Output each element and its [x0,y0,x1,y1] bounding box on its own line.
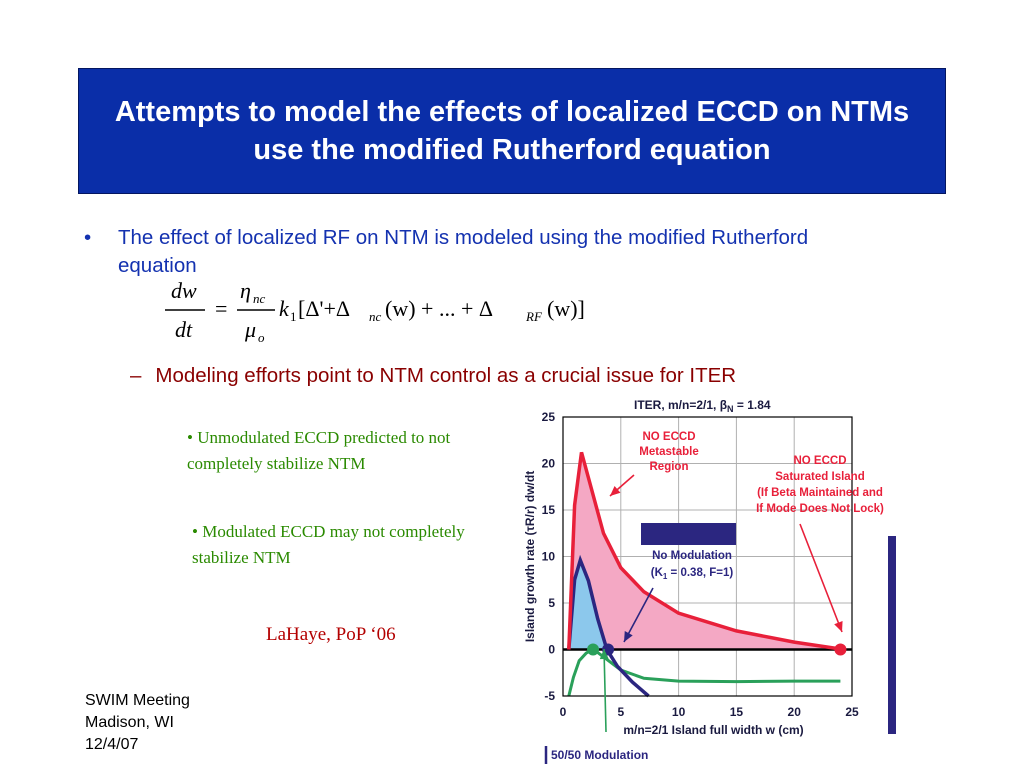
footer-meeting: SWIM Meeting [85,692,190,709]
vertical-bar [888,536,896,734]
arrow-no-modulation-head [624,631,633,642]
annotation-k-subscript: 1 [663,572,668,581]
x-tick-label: 15 [730,705,744,719]
sub-bullet-marker: – [130,364,142,387]
note-unmodulated: • Unmodulated ECCD predicted to not comp… [187,428,451,473]
slide-title: Attempts to model the effects of localiz… [114,96,910,166]
footer-location: Madison, WI [85,714,174,731]
y-tick-label: 25 [542,410,556,424]
point-marker [587,643,600,656]
bullet-text: The effect of localized RF on NTM is mod… [118,226,809,277]
point-marker [834,643,847,656]
eq-body-c: (w)] [547,296,585,321]
y-tick-label: 5 [548,596,555,610]
y-tick-label: 20 [542,457,556,471]
no-eccd-fill [568,452,841,650]
annotation-50-50-modulation: 50/50 Modulation [551,748,648,762]
x-tick-label: 25 [845,705,859,719]
eq-body-a: [Δ'+Δ [298,296,350,321]
no-modulation-fill [568,560,607,650]
no-modulation-label-block [641,523,736,545]
x-tick-label: 0 [560,705,567,719]
chart-title-tail: = 1.84 [734,398,771,412]
x-tick-label: 10 [672,705,686,719]
plot-frame [562,416,853,697]
annotation-metastable-line: NO ECCD [642,431,695,443]
series-line-no-eccd [567,451,841,651]
sub-bullet-text: Modeling efforts point to NTM control as… [155,364,737,387]
y-tick-label: -5 [544,689,555,703]
eq-mu: μ [244,317,256,342]
x-axis-label: m/n=2/1 Island full width w (cm) [623,723,803,737]
eq-body-b: (w) + ... + Δ [385,296,493,321]
footer: SWIM Meeting Madison, WI 12/4/07 [85,690,190,756]
bullet-marker: • [84,226,92,249]
arrow-saturated [799,523,843,633]
chart-title: ITER, m/n=2/1, βN = 1.84 [634,398,771,414]
annotation-saturated-line: (If Beta Maintained and [757,487,883,499]
eq-lhs-numerator: dw [171,278,197,303]
eq-equals: = [215,296,227,321]
eq-k: k [279,296,290,321]
island-growth-chart: 0 5 10 15 20 25 -5 0 5 10 15 20 25 ITER, m/n=2/1, βN … [523,398,884,764]
chart-title-subscript: N [727,404,734,414]
annotation-no-modulation-params: (K1 = 0.38, F=1) [651,567,734,581]
eq-k-sub: 1 [290,309,297,324]
arrow-no-modulation [623,587,654,643]
arrow-50-50-modulation-head [599,649,609,660]
footer-date: 12/4/07 [85,736,139,753]
arrow-metastable-head [610,486,621,496]
rutherford-equation: dw dt = η nc μ o k 1 [Δ'+Δ nc (w) + ... … [165,278,585,345]
annotation-metastable-line: Metastable [639,446,698,458]
x-tick-label: 20 [788,705,802,719]
annotation-saturated-line: If Mode Does Not Lock) [756,503,884,515]
eq-mu-sub: o [258,330,265,345]
annotation-params-tail: = 0.38, F=1) [667,567,733,579]
series-line-no-modulation [567,554,650,698]
note-modulated: • Modulated ECCD may not completely stab… [192,522,465,567]
y-tick-label: 0 [548,643,555,657]
series-line-50-50-modulation [567,647,841,697]
y-tick-label: 15 [542,503,556,517]
eq-eta-sub: nc [253,291,266,306]
x-tick-label: 5 [617,705,624,719]
title-box: Attempts to model the effects of localiz… [78,68,946,194]
eq-sub-nc: nc [369,309,382,324]
arrow-saturated-head [834,621,843,632]
citation: LaHaye, PoP ‘06 [266,624,396,645]
sub-bullet-item: – Modeling efforts point to NTM control a… [130,364,736,388]
eq-lhs-denominator: dt [175,317,193,342]
annotation-saturated-line: Saturated Island [775,471,864,483]
annotation-no-modulation: No Modulation [652,550,732,562]
eq-sub-rf: RF [525,309,543,324]
eq-eta: η [240,278,251,303]
y-tick-label: 10 [542,550,556,564]
annotation-saturated-line: NO ECCD [793,455,846,467]
annotation-metastable-line: Region [650,461,689,473]
arrow-50-50-modulation [603,648,607,733]
y-axis-label: Island growth rate (τR/r) dw/dt [523,471,537,642]
